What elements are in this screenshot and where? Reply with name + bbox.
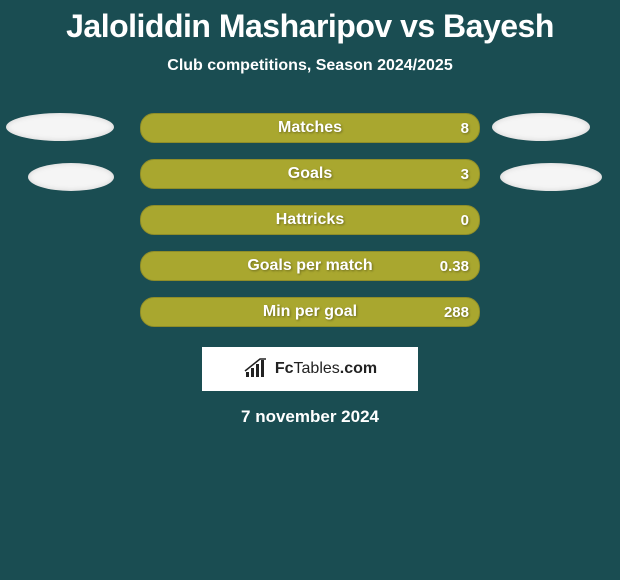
stat-bar: Min per goal 288 — [140, 297, 480, 327]
stat-value: 0 — [461, 206, 469, 234]
brand-part-c: .com — [340, 360, 377, 377]
stat-value: 0.38 — [440, 252, 469, 280]
stat-value: 8 — [461, 114, 469, 142]
date-text: 7 november 2024 — [0, 407, 620, 427]
stat-label: Matches — [141, 114, 479, 142]
subtitle: Club competitions, Season 2024/2025 — [0, 57, 620, 75]
comparison-chart: Matches 8 Goals 3 Hattricks 0 Goals per … — [0, 113, 620, 333]
brand-part-b: Tables — [294, 360, 340, 377]
stat-bar: Matches 8 — [140, 113, 480, 143]
stat-label: Min per goal — [141, 298, 479, 326]
stat-label: Hattricks — [141, 206, 479, 234]
stat-label: Goals per match — [141, 252, 479, 280]
stat-value: 3 — [461, 160, 469, 188]
stat-row: Goals 3 — [0, 159, 620, 189]
brand-logo: FcTables.com — [243, 358, 377, 380]
stat-bar: Goals 3 — [140, 159, 480, 189]
stat-row: Matches 8 — [0, 113, 620, 143]
page-title: Jaloliddin Masharipov vs Bayesh — [0, 0, 620, 45]
brand-part-a: Fc — [275, 360, 294, 377]
stat-value: 288 — [444, 298, 469, 326]
brand-text: FcTables.com — [275, 360, 377, 378]
stat-row: Min per goal 288 — [0, 297, 620, 327]
chart-icon — [243, 358, 271, 380]
stat-row: Goals per match 0.38 — [0, 251, 620, 281]
stat-bar: Goals per match 0.38 — [140, 251, 480, 281]
stat-row: Hattricks 0 — [0, 205, 620, 235]
stat-label: Goals — [141, 160, 479, 188]
stat-bar: Hattricks 0 — [140, 205, 480, 235]
brand-logo-box: FcTables.com — [202, 347, 418, 391]
